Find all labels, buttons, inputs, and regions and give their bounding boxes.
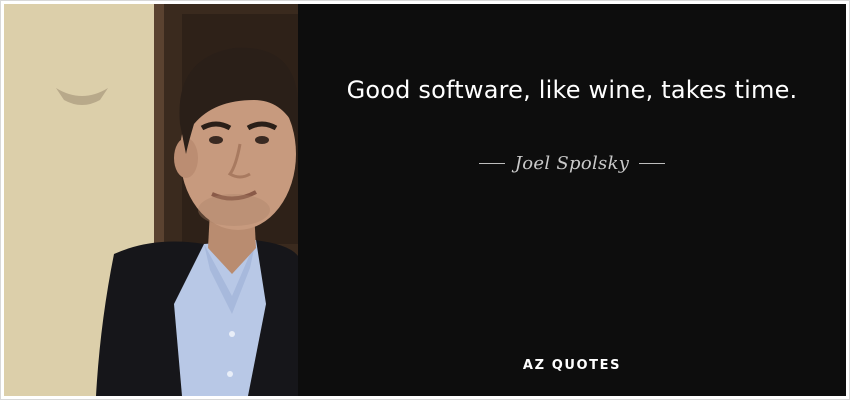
brand-logo: AZ QUOTES	[522, 358, 622, 373]
left-dash	[478, 162, 505, 164]
author-name: Joel Spolsky	[514, 152, 630, 174]
right-dash	[639, 162, 666, 164]
author-photo	[4, 4, 298, 396]
author-attribution: Joel Spolsky	[298, 150, 846, 176]
portrait-photo-icon	[4, 4, 298, 396]
quote-text: Good software, like wine, takes time.	[346, 76, 798, 104]
